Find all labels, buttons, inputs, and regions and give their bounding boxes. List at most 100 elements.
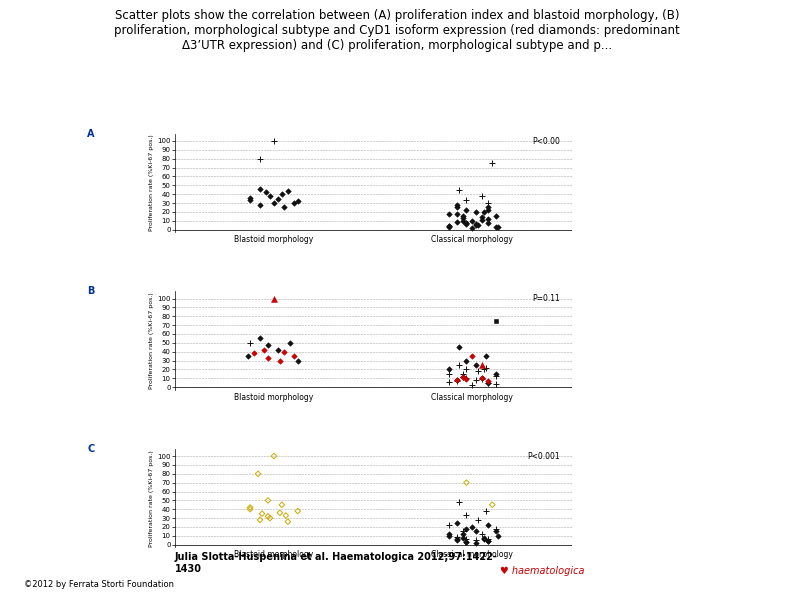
Point	[442, 530, 455, 539]
Point	[452, 343, 464, 352]
Point	[490, 212, 503, 221]
Point	[466, 216, 479, 226]
Point	[460, 478, 472, 487]
Point	[268, 451, 280, 461]
Point	[460, 535, 472, 544]
Point	[272, 194, 284, 203]
Point	[456, 372, 468, 381]
Point	[450, 518, 463, 527]
Point	[241, 352, 254, 361]
Point	[472, 515, 484, 525]
Point	[273, 508, 286, 518]
Point	[478, 207, 491, 217]
Point	[482, 521, 495, 530]
Point	[456, 530, 468, 539]
Point	[254, 200, 267, 209]
Point	[460, 524, 472, 534]
Point	[466, 352, 479, 361]
Point	[276, 500, 288, 509]
Point	[482, 205, 495, 215]
Point	[278, 202, 291, 211]
Point	[261, 512, 275, 521]
Point	[460, 218, 472, 227]
Point	[254, 515, 267, 525]
Point	[490, 371, 503, 380]
Point	[291, 506, 304, 516]
Point	[476, 215, 488, 225]
Point	[261, 353, 275, 363]
Point	[442, 369, 455, 378]
Point	[456, 372, 468, 381]
Y-axis label: Proliferation rate (%Ki-67 pos.): Proliferation rate (%Ki-67 pos.)	[149, 292, 154, 389]
Point	[256, 509, 268, 518]
Point	[490, 379, 503, 389]
Point	[450, 217, 463, 227]
Text: B: B	[87, 286, 94, 296]
Point	[491, 223, 504, 232]
Point	[472, 367, 484, 376]
Point	[291, 196, 304, 206]
Point	[476, 374, 488, 384]
Point	[470, 527, 483, 536]
Point	[490, 316, 503, 325]
Point	[442, 521, 455, 530]
Point	[456, 527, 468, 536]
Point	[486, 500, 499, 509]
Point	[456, 372, 468, 382]
Point	[476, 212, 488, 222]
Point	[456, 214, 468, 223]
Text: P=0.11: P=0.11	[532, 295, 560, 303]
Point	[244, 196, 256, 205]
Point	[466, 223, 479, 233]
Text: A: A	[87, 129, 94, 139]
Text: C: C	[87, 444, 94, 454]
Point	[450, 375, 463, 385]
Point	[261, 496, 275, 505]
Point	[291, 356, 304, 365]
Point	[268, 198, 280, 208]
Point	[452, 185, 464, 195]
Point	[480, 352, 492, 361]
Point	[460, 220, 472, 229]
Point	[252, 469, 264, 478]
Point	[456, 369, 468, 378]
Point	[466, 380, 479, 389]
Point	[456, 212, 468, 221]
Point	[470, 538, 483, 548]
Point	[272, 345, 284, 355]
Point	[244, 503, 256, 512]
Text: Julia Slotta-Huspenina et al. Haematologica 2012;97:1422-
1430: Julia Slotta-Huspenina et al. Haematolog…	[175, 552, 498, 574]
Point	[244, 338, 256, 347]
Text: P<0.00: P<0.00	[532, 137, 560, 146]
Point	[278, 347, 291, 356]
Point	[450, 375, 463, 385]
Point	[450, 535, 463, 544]
Point	[476, 530, 488, 539]
Point	[460, 511, 472, 520]
Point	[442, 221, 455, 231]
Point	[450, 536, 463, 545]
Y-axis label: Proliferation rate (%Ki-67 pos.): Proliferation rate (%Ki-67 pos.)	[149, 134, 154, 231]
Point	[281, 186, 294, 195]
Point	[268, 136, 280, 146]
Point	[478, 365, 491, 374]
Point	[276, 189, 288, 199]
Point	[478, 533, 491, 543]
Point	[482, 537, 495, 546]
Point	[482, 537, 495, 546]
Point	[450, 200, 463, 209]
Point	[490, 527, 503, 536]
Point	[470, 360, 483, 369]
Point	[254, 154, 267, 164]
Point	[478, 535, 491, 544]
Point	[264, 513, 276, 523]
Point	[257, 345, 270, 355]
Point	[482, 378, 495, 387]
Text: Scatter plots show the correlation between (A) proliferation index and blastoid : Scatter plots show the correlation betwe…	[114, 9, 680, 52]
Point	[264, 191, 276, 201]
Point	[476, 374, 488, 383]
Point	[490, 369, 503, 378]
Point	[254, 184, 267, 193]
Point	[442, 209, 455, 218]
Point	[452, 497, 464, 507]
